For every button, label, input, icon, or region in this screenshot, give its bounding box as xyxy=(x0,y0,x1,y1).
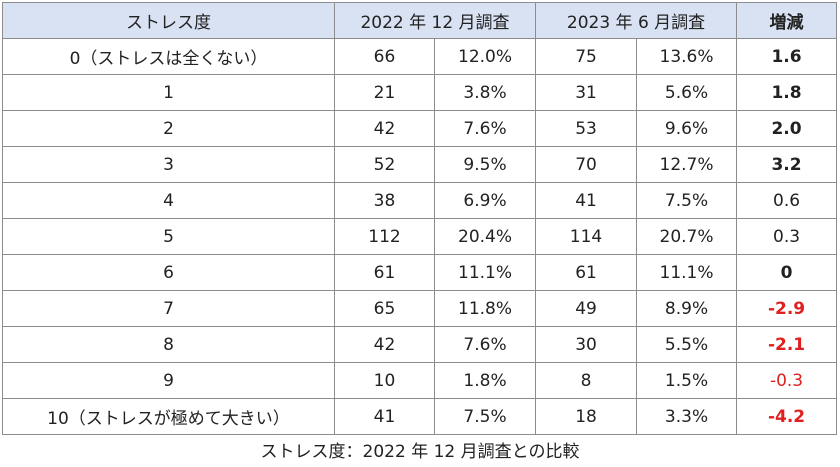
table-row: 7 65 11.8% 49 8.9% -2.9 xyxy=(2,290,838,327)
table-header-row: ストレス度 2022 年 12 月調査 2023 年 6 月調査 増減 xyxy=(2,2,838,39)
stress-level-cell: 4 xyxy=(2,182,335,219)
percent-2023-cell: 11.1% xyxy=(636,254,738,291)
count-2023-cell: 75 xyxy=(535,38,638,75)
change-cell: 1.6 xyxy=(736,38,838,75)
stress-level-cell: 6 xyxy=(2,254,335,291)
stress-level-cell: 9 xyxy=(2,362,335,399)
table-row: 10（ストレスが極めて大きい） 41 7.5% 18 3.3% -4.2 xyxy=(2,398,838,435)
percent-2022-cell: 3.8% xyxy=(433,74,537,111)
count-2023-cell: 41 xyxy=(535,182,638,219)
table-row: 6 61 11.1% 61 11.1% 0 xyxy=(2,254,838,291)
count-2023-cell: 70 xyxy=(535,146,638,183)
change-cell: -4.2 xyxy=(736,398,838,435)
count-2022-cell: 61 xyxy=(334,254,435,291)
header-change: 増減 xyxy=(736,2,838,39)
count-2022-cell: 112 xyxy=(334,218,435,255)
percent-2022-cell: 11.1% xyxy=(433,254,537,291)
table-row: 3 52 9.5% 70 12.7% 3.2 xyxy=(2,146,838,183)
change-cell: -2.1 xyxy=(736,326,838,363)
stress-level-cell: 2 xyxy=(2,110,335,147)
count-2022-cell: 52 xyxy=(334,146,435,183)
percent-2023-cell: 7.5% xyxy=(636,182,738,219)
stress-level-cell: 7 xyxy=(2,290,335,327)
percent-2023-cell: 9.6% xyxy=(636,110,738,147)
table-row: 8 42 7.6% 30 5.5% -2.1 xyxy=(2,326,838,363)
count-2022-cell: 42 xyxy=(334,110,435,147)
change-cell: -2.9 xyxy=(736,290,838,327)
header-survey-2022: 2022 年 12 月調査 xyxy=(333,2,537,39)
stress-level-cell: 8 xyxy=(2,326,335,363)
count-2022-cell: 66 xyxy=(334,38,435,75)
percent-2022-cell: 20.4% xyxy=(433,218,537,255)
change-cell: 3.2 xyxy=(736,146,838,183)
count-2023-cell: 18 xyxy=(535,398,638,435)
count-2023-cell: 31 xyxy=(535,74,638,111)
table-caption: ストレス度：2022 年 12 月調査との比較 xyxy=(260,442,580,462)
percent-2023-cell: 13.6% xyxy=(636,38,738,75)
stress-level-cell: 5 xyxy=(2,218,335,255)
table-row: 5 112 20.4% 114 20.7% 0.3 xyxy=(2,218,838,255)
table-body: 0（ストレスは全くない） 66 12.0% 75 13.6% 1.6 1 21 3.8% 31 5.… xyxy=(2,38,838,435)
count-2023-cell: 114 xyxy=(535,218,638,255)
count-2023-cell: 30 xyxy=(535,326,638,363)
count-2023-cell: 49 xyxy=(535,290,638,327)
percent-2022-cell: 6.9% xyxy=(433,182,537,219)
count-2022-cell: 21 xyxy=(334,74,435,111)
change-cell: 2.0 xyxy=(736,110,838,147)
percent-2023-cell: 8.9% xyxy=(636,290,738,327)
header-survey-2023: 2023 年 6 月調査 xyxy=(535,2,738,39)
percent-2022-cell: 7.6% xyxy=(433,110,537,147)
count-2022-cell: 10 xyxy=(334,362,435,399)
count-2023-cell: 53 xyxy=(535,110,638,147)
table-row: 4 38 6.9% 41 7.5% 0.6 xyxy=(2,182,838,219)
percent-2023-cell: 5.5% xyxy=(636,326,738,363)
count-2023-cell: 61 xyxy=(535,254,638,291)
percent-2022-cell: 7.6% xyxy=(433,326,537,363)
table-row: 0（ストレスは全くない） 66 12.0% 75 13.6% 1.6 xyxy=(2,38,838,75)
change-cell: -0.3 xyxy=(736,362,838,399)
percent-2022-cell: 9.5% xyxy=(433,146,537,183)
percent-2022-cell: 12.0% xyxy=(433,38,537,75)
percent-2023-cell: 12.7% xyxy=(636,146,738,183)
count-2022-cell: 38 xyxy=(334,182,435,219)
stress-comparison-table: ストレス度 2022 年 12 月調査 2023 年 6 月調査 増減 0（スト… xyxy=(2,2,838,435)
count-2023-cell: 8 xyxy=(535,362,638,399)
count-2022-cell: 41 xyxy=(334,398,435,435)
change-cell: 0.6 xyxy=(736,182,838,219)
stress-level-cell: 3 xyxy=(2,146,335,183)
percent-2023-cell: 3.3% xyxy=(636,398,738,435)
percent-2023-cell: 20.7% xyxy=(636,218,738,255)
percent-2022-cell: 11.8% xyxy=(433,290,537,327)
table-row: 2 42 7.6% 53 9.6% 2.0 xyxy=(2,110,838,147)
stress-level-cell: 0（ストレスは全くない） xyxy=(2,38,335,75)
stress-level-cell: 10（ストレスが極めて大きい） xyxy=(2,398,335,435)
count-2022-cell: 42 xyxy=(334,326,435,363)
stress-level-cell: 1 xyxy=(2,74,335,111)
percent-2022-cell: 7.5% xyxy=(433,398,537,435)
table-row: 9 10 1.8% 8 1.5% -0.3 xyxy=(2,362,838,399)
change-cell: 0.3 xyxy=(736,218,838,255)
percent-2023-cell: 5.6% xyxy=(636,74,738,111)
change-cell: 0 xyxy=(736,254,838,291)
header-stress-level: ストレス度 xyxy=(2,2,335,39)
count-2022-cell: 65 xyxy=(334,290,435,327)
table-row: 1 21 3.8% 31 5.6% 1.8 xyxy=(2,74,838,111)
percent-2022-cell: 1.8% xyxy=(433,362,537,399)
percent-2023-cell: 1.5% xyxy=(636,362,738,399)
change-cell: 1.8 xyxy=(736,74,838,111)
